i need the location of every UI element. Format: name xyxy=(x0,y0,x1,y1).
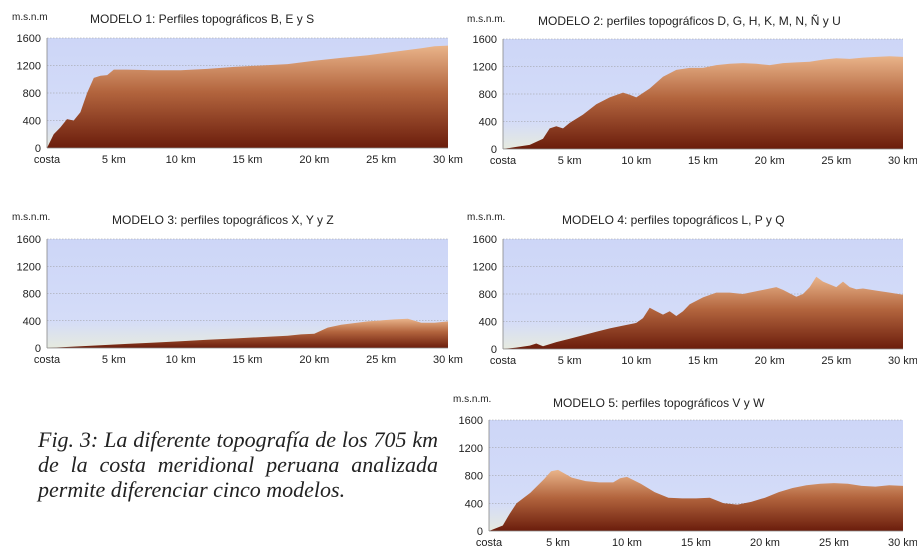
x-tick-label: costa xyxy=(490,355,517,367)
y-tick-label: 1200 xyxy=(17,261,41,273)
y-tick-label: 400 xyxy=(23,116,41,128)
chart-title: MODELO 1: Perfiles topográficos B, E y S xyxy=(90,12,314,26)
y-tick-label: 800 xyxy=(23,289,41,301)
y-tick-label: 1600 xyxy=(473,34,497,46)
x-tick-label: 25 km xyxy=(819,537,849,549)
y-tick-label: 1600 xyxy=(459,415,483,427)
x-tick-label: 20 km xyxy=(750,537,780,549)
x-tick-label: 10 km xyxy=(621,155,651,167)
x-tick-label: 20 km xyxy=(755,355,785,367)
y-tick-label: 400 xyxy=(465,498,483,510)
y-tick-label: 1200 xyxy=(473,262,497,274)
y-tick-label: 1200 xyxy=(459,443,483,455)
y-tick-label: 400 xyxy=(23,316,41,328)
x-tick-label: 30 km xyxy=(433,154,463,166)
x-tick-label: 30 km xyxy=(888,537,917,549)
x-tick-label: 20 km xyxy=(299,354,329,366)
y-tick-label: 400 xyxy=(479,317,497,329)
x-tick-label: 15 km xyxy=(688,155,718,167)
x-tick-label: 5 km xyxy=(102,154,126,166)
y-axis-label: m.s.n.m. xyxy=(12,212,50,223)
x-tick-label: 30 km xyxy=(433,354,463,366)
x-tick-label: 15 km xyxy=(233,154,263,166)
x-tick-label: 5 km xyxy=(558,155,582,167)
y-tick-label: 400 xyxy=(479,117,497,129)
chart-title: MODELO 4: perfiles topográficos L, P y Q xyxy=(562,213,785,227)
x-tick-label: 20 km xyxy=(299,154,329,166)
x-tick-label: 10 km xyxy=(621,355,651,367)
x-tick-label: 5 km xyxy=(102,354,126,366)
x-tick-label: 25 km xyxy=(366,154,396,166)
y-axis-label: m.s.n.m. xyxy=(467,14,505,25)
y-tick-label: 1600 xyxy=(473,234,497,246)
chart-title: MODELO 5: perfiles topográficos V y W xyxy=(553,396,765,410)
y-tick-label: 800 xyxy=(465,471,483,483)
y-tick-label: 800 xyxy=(23,88,41,100)
x-tick-label: 10 km xyxy=(166,354,196,366)
x-tick-label: 10 km xyxy=(612,537,642,549)
y-axis-label: m.s.n.m xyxy=(12,12,48,23)
y-tick-label: 1200 xyxy=(17,61,41,73)
x-tick-label: 25 km xyxy=(366,354,396,366)
x-tick-label: 30 km xyxy=(888,155,917,167)
x-tick-label: costa xyxy=(34,154,61,166)
x-tick-label: 15 km xyxy=(233,354,263,366)
x-tick-label: 20 km xyxy=(755,155,785,167)
x-tick-label: 25 km xyxy=(821,355,851,367)
x-tick-label: 10 km xyxy=(166,154,196,166)
x-tick-label: 5 km xyxy=(558,355,582,367)
y-tick-label: 800 xyxy=(479,89,497,101)
x-tick-label: 15 km xyxy=(681,537,711,549)
y-axis-label: m.s.n.m. xyxy=(467,212,505,223)
y-tick-label: 1600 xyxy=(17,33,41,45)
y-tick-label: 800 xyxy=(479,289,497,301)
y-axis-label: m.s.n.m. xyxy=(453,394,491,405)
x-tick-label: 30 km xyxy=(888,355,917,367)
x-tick-label: costa xyxy=(490,155,517,167)
x-tick-label: costa xyxy=(34,354,61,366)
x-tick-label: 25 km xyxy=(821,155,851,167)
x-tick-label: 15 km xyxy=(688,355,718,367)
y-tick-label: 1600 xyxy=(17,234,41,246)
chart-title: MODELO 2: perfiles topográficos D, G, H,… xyxy=(538,14,841,28)
x-tick-label: costa xyxy=(476,537,503,549)
figure-caption: Fig. 3: La diferente topografía de los 7… xyxy=(38,427,438,502)
y-tick-label: 1200 xyxy=(473,62,497,74)
chart-title: MODELO 3: perfiles topográficos X, Y y Z xyxy=(112,213,334,227)
x-tick-label: 5 km xyxy=(546,537,570,549)
